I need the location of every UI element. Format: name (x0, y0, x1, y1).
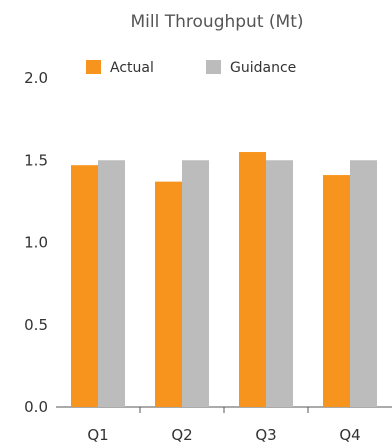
bar-actual-q4 (323, 175, 350, 407)
chart-title: Mill Throughput (Mt) (131, 12, 304, 32)
bar-guidance-q4 (350, 160, 377, 407)
bar-guidance-q1 (98, 160, 125, 407)
bars (71, 152, 377, 407)
legend-label-actual: Actual (110, 60, 154, 76)
x-tick-label: Q4 (339, 426, 360, 444)
legend-swatch-guidance (206, 60, 221, 74)
y-tick-label: 0.5 (24, 316, 48, 334)
bar-guidance-q3 (266, 160, 293, 407)
y-tick-label: 1.5 (24, 151, 48, 169)
x-tick-label: Q1 (87, 426, 108, 444)
x-tick-label: Q2 (171, 426, 192, 444)
x-tick-label: Q3 (255, 426, 276, 444)
bar-actual-q3 (239, 152, 266, 407)
y-tick-label: 1.0 (24, 234, 48, 252)
y-tick-label: 2.0 (24, 69, 48, 87)
y-tick-label: 0.0 (24, 398, 48, 416)
legend-swatch-actual (86, 60, 101, 74)
axes: 0.0 0.5 1.0 1.5 2.0 Q1 Q2 Q3 Q4 (24, 69, 392, 444)
bar-actual-q2 (155, 181, 182, 407)
bar-actual-q1 (71, 165, 98, 407)
bar-guidance-q2 (182, 160, 209, 407)
legend: Actual Guidance (86, 60, 296, 76)
legend-label-guidance: Guidance (230, 60, 296, 76)
